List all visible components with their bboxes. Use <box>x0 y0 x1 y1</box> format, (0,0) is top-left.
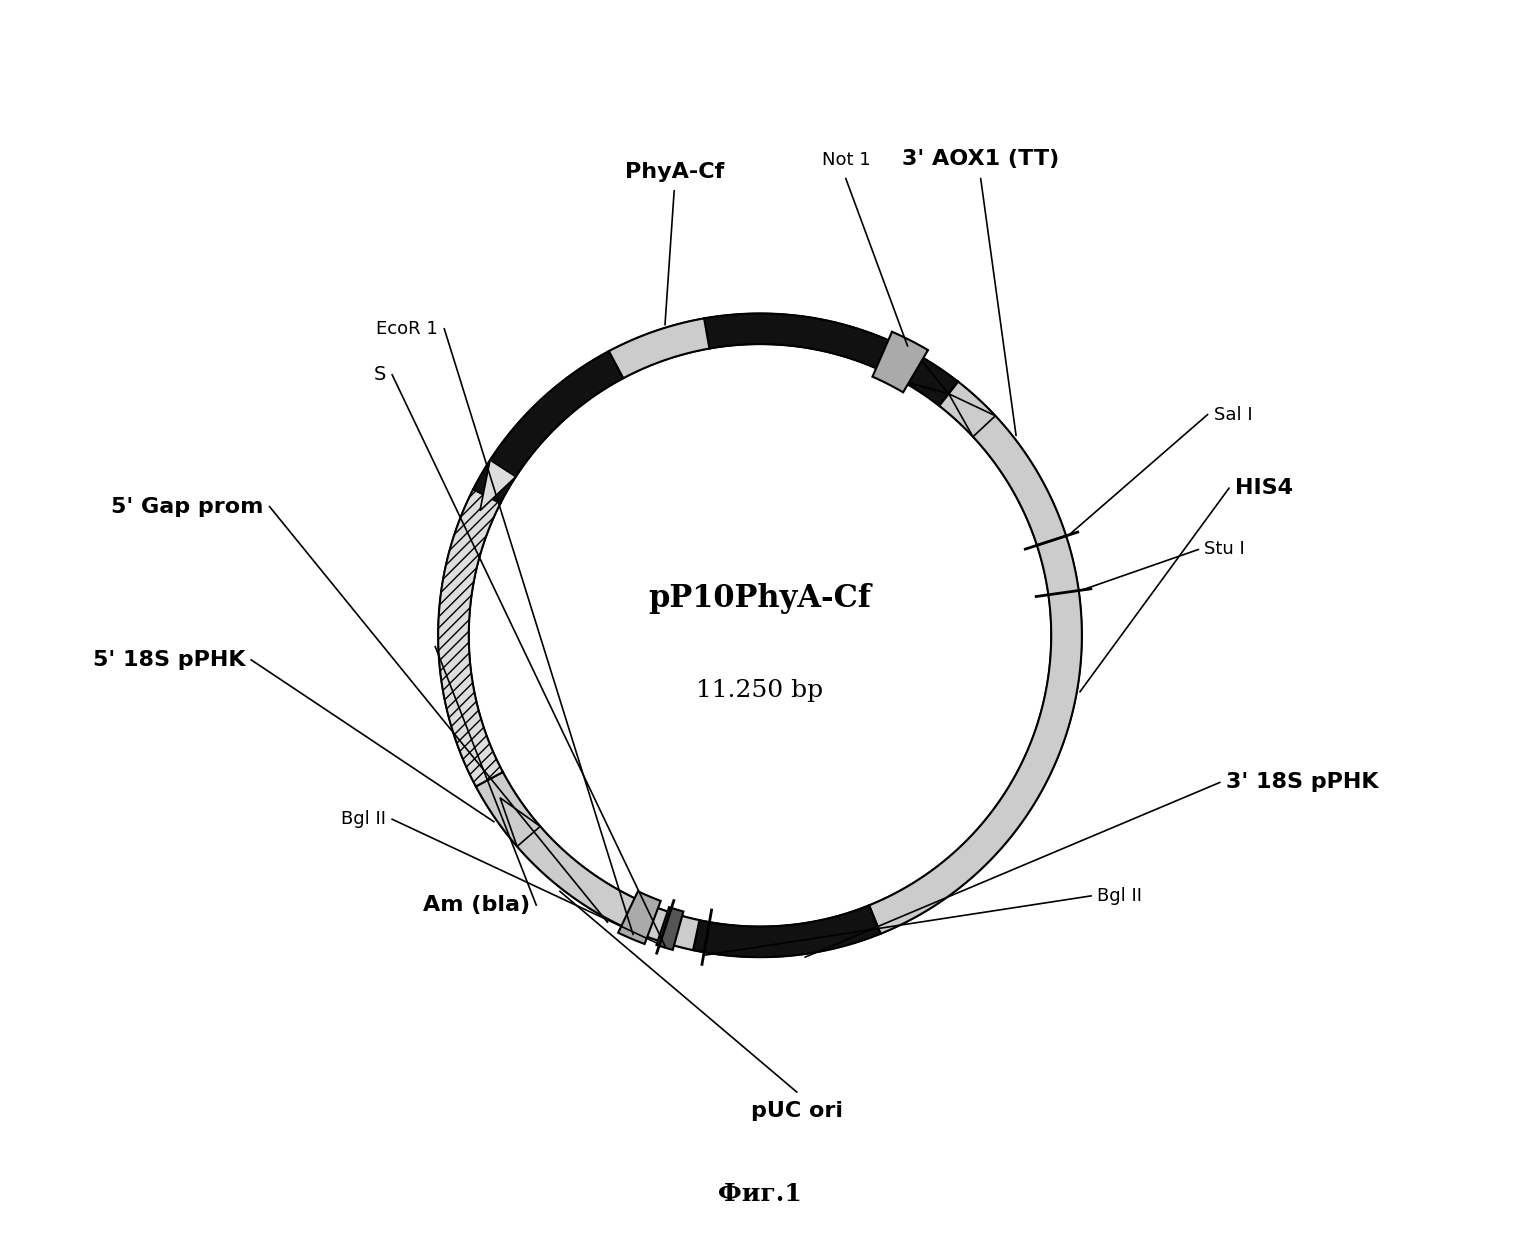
Text: 11.250 bp: 11.250 bp <box>696 680 824 702</box>
Polygon shape <box>438 490 503 786</box>
Polygon shape <box>500 797 540 847</box>
Polygon shape <box>872 332 929 392</box>
Text: Am (bla): Am (bla) <box>423 895 530 915</box>
Polygon shape <box>704 314 958 405</box>
Text: 5' Gap prom: 5' Gap prom <box>111 496 263 517</box>
Text: Фиг.1: Фиг.1 <box>717 1182 803 1207</box>
Text: pP10PhyA-Cf: pP10PhyA-Cf <box>649 583 871 614</box>
Text: Sal I: Sal I <box>1213 405 1252 424</box>
Polygon shape <box>657 908 684 950</box>
Polygon shape <box>480 460 515 511</box>
Text: Not 1: Not 1 <box>821 151 869 170</box>
Polygon shape <box>948 394 996 436</box>
Polygon shape <box>610 319 710 378</box>
Polygon shape <box>476 773 699 950</box>
Text: Bgl II: Bgl II <box>1097 887 1142 905</box>
Polygon shape <box>869 536 1082 934</box>
Text: S: S <box>374 366 386 384</box>
Polygon shape <box>619 892 661 944</box>
Text: 3' AOX1 (TT): 3' AOX1 (TT) <box>901 149 1059 170</box>
Text: EcoR 1: EcoR 1 <box>377 320 438 337</box>
Polygon shape <box>901 353 948 394</box>
Text: Bgl II: Bgl II <box>340 810 386 828</box>
Text: pUC ori: pUC ori <box>751 1101 842 1121</box>
Polygon shape <box>473 351 623 503</box>
Polygon shape <box>693 905 880 957</box>
Text: 5' 18S pPHK: 5' 18S pPHK <box>93 650 245 670</box>
Text: HIS4: HIS4 <box>1236 479 1294 498</box>
Text: Stu I: Stu I <box>1204 541 1245 558</box>
Text: 3' 18S pPHK: 3' 18S pPHK <box>1227 773 1379 792</box>
Polygon shape <box>939 382 1066 546</box>
Text: PhyA-Cf: PhyA-Cf <box>625 161 724 182</box>
